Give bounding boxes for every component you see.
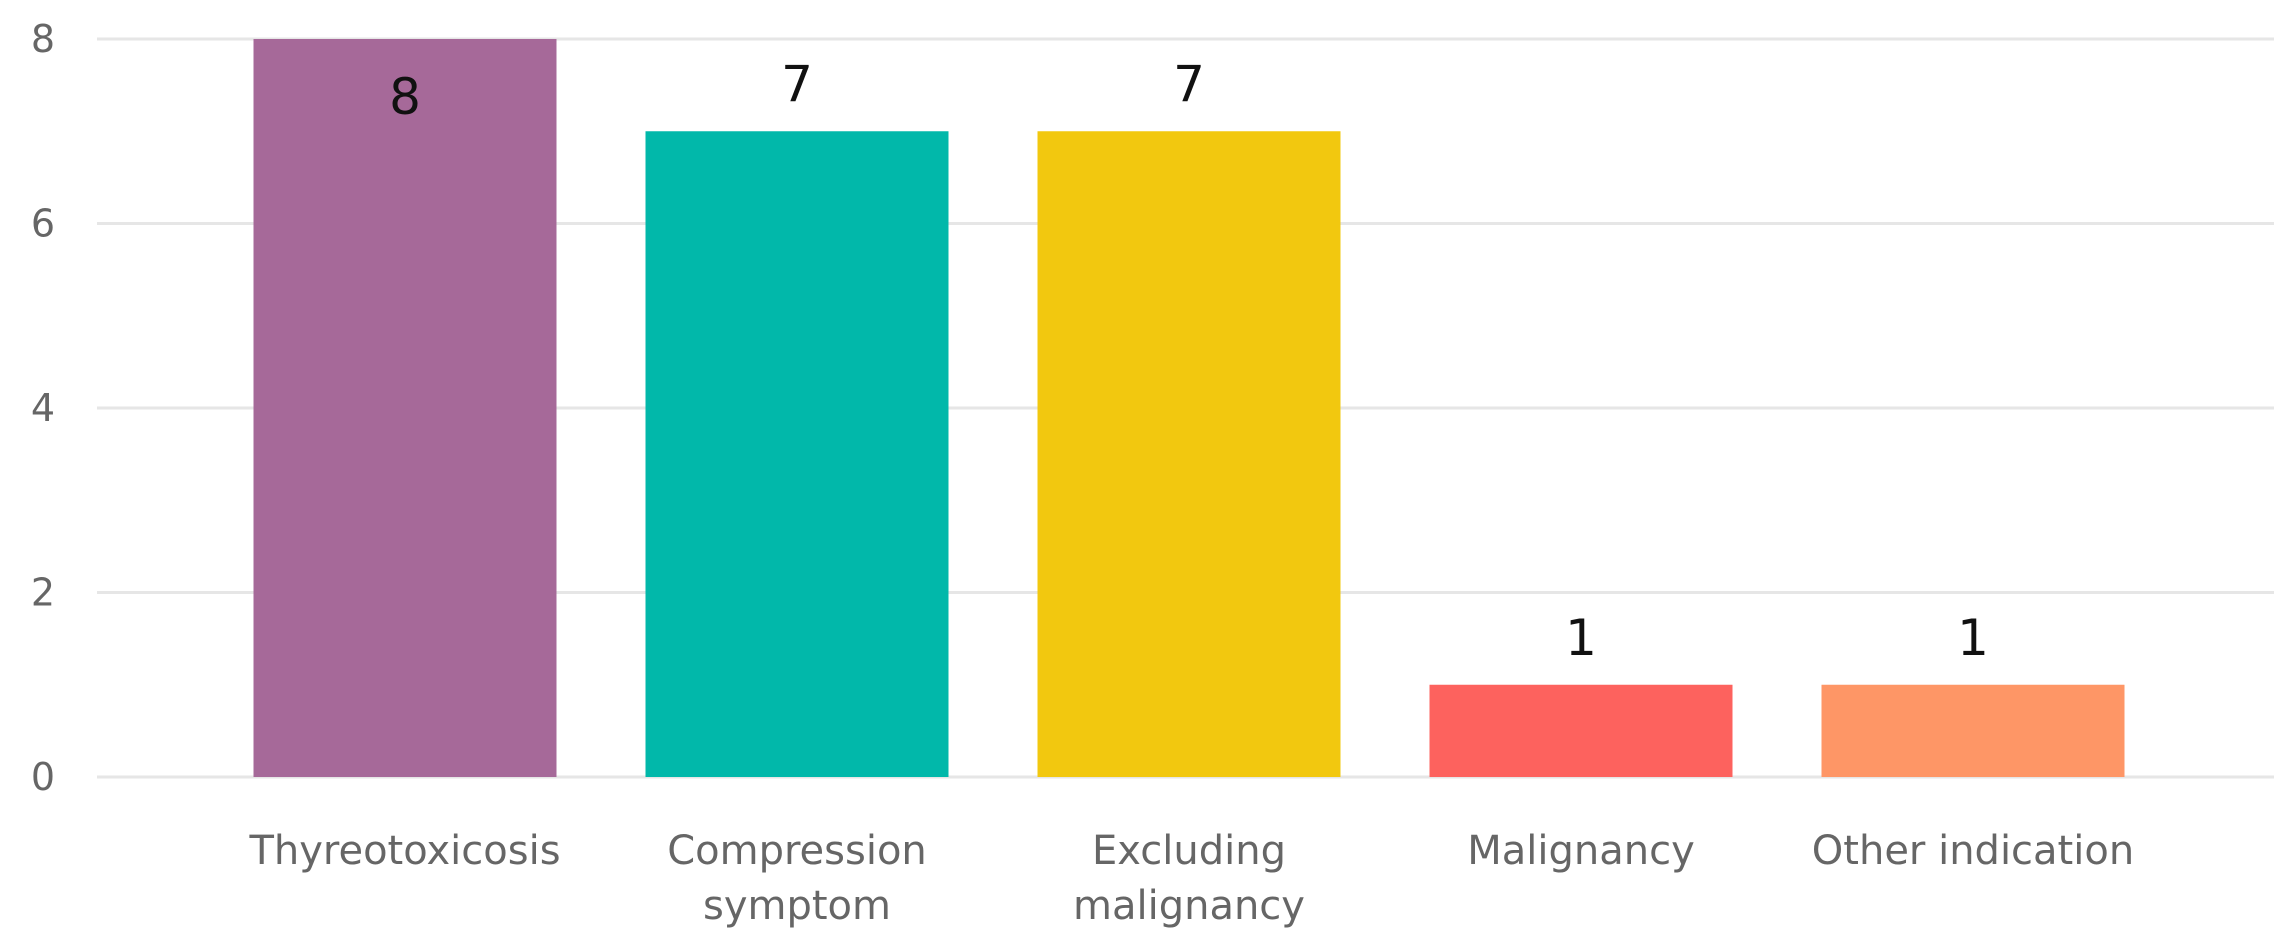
- y-tick-label: 6: [31, 202, 55, 246]
- category-label: Malignancy: [1467, 828, 1695, 874]
- y-axis-tick-labels: 0 2 4 6 8: [31, 17, 55, 799]
- data-label: 7: [781, 55, 813, 113]
- bar-2[interactable]: [645, 131, 949, 777]
- data-label: 7: [1173, 55, 1205, 113]
- bar-4[interactable]: [1429, 684, 1733, 777]
- category-label: symptom: [703, 883, 891, 929]
- category-label: Compression: [667, 828, 927, 874]
- bar-1[interactable]: [253, 39, 557, 777]
- y-tick-label: 0: [31, 755, 55, 799]
- data-label: 1: [1565, 609, 1597, 667]
- y-tick-label: 4: [31, 386, 55, 430]
- bar-5[interactable]: [1821, 684, 2125, 777]
- category-label: malignancy: [1073, 883, 1305, 929]
- category-label: Other indication: [1812, 828, 2134, 874]
- y-tick-label: 8: [31, 17, 55, 61]
- y-tick-label: 2: [31, 571, 55, 615]
- data-label: 8: [389, 68, 421, 126]
- bar-3[interactable]: [1037, 131, 1341, 777]
- data-labels: 8 7 7 1 1: [389, 55, 1989, 667]
- x-axis-category-labels: Thyreotoxicosis Compression symptom Excludi…: [248, 828, 2134, 929]
- data-label: 1: [1957, 609, 1989, 667]
- category-label: Excluding: [1092, 828, 1286, 874]
- bars: [253, 39, 2125, 777]
- category-label: Thyreotoxicosis: [248, 828, 560, 874]
